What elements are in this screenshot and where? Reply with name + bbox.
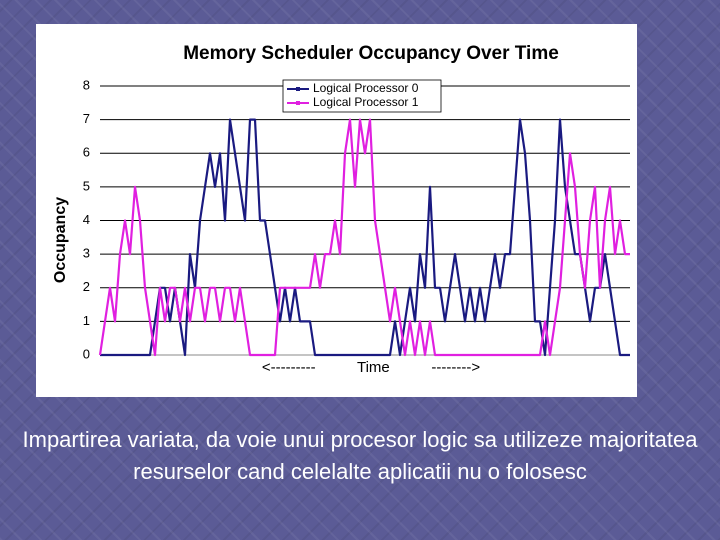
y-tick-label: 1 (83, 313, 90, 328)
legend-marker (296, 87, 300, 91)
legend-marker (296, 101, 300, 105)
y-tick-label: 2 (83, 279, 90, 294)
series-line (98, 118, 630, 357)
y-tick-label: 7 (83, 111, 90, 126)
legend-label: Logical Processor 0 (313, 81, 419, 95)
caption: Impartirea variata, da voie unui proceso… (22, 427, 698, 484)
chart: Memory Scheduler Occupancy Over Time Occ… (52, 43, 630, 376)
y-tick-label: 4 (83, 212, 90, 227)
y-tick-label: 5 (83, 178, 90, 193)
y-tick-label: 6 (83, 145, 90, 160)
y-axis-label: Occupancy (52, 197, 69, 283)
legend-label: Logical Processor 1 (313, 95, 419, 109)
series-line (100, 118, 630, 357)
y-tick-label: 8 (83, 77, 90, 92)
y-tick-label: 0 (83, 346, 90, 361)
y-tick-label: 3 (83, 246, 90, 261)
x-axis-label: <--------- Time --------> (262, 359, 481, 376)
chart-title: Memory Scheduler Occupancy Over Time (183, 43, 559, 64)
legend-box (282, 79, 442, 113)
chart-panel: Memory Scheduler Occupancy Over Time Occ… (36, 24, 637, 397)
